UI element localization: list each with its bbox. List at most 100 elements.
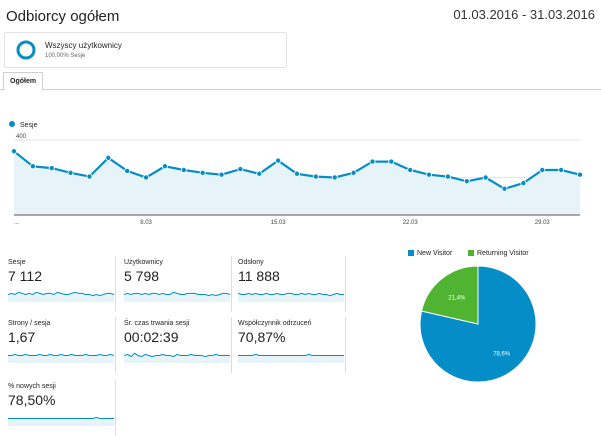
sparkline-line	[8, 416, 114, 419]
pie-slice[interactable]	[419, 265, 537, 383]
sessions-point[interactable]	[124, 167, 131, 174]
legend-returning-visitor-label: Returning Visitor	[477, 250, 529, 257]
page-title: Odbiorcy ogółem	[6, 8, 120, 25]
sessions-point[interactable]	[426, 171, 433, 178]
sparkline-line	[124, 352, 230, 358]
metric-sparkline	[124, 352, 230, 363]
metric-card[interactable]: Śr. czas trwania sesji 00:02:39	[120, 317, 232, 373]
metric-sparkline	[238, 353, 344, 363]
sparkline-area	[238, 293, 344, 302]
sparkline-line	[124, 291, 230, 297]
sessions-point[interactable]	[407, 167, 414, 174]
sparkline-line	[8, 291, 114, 297]
x-tick-label: 29.03	[535, 220, 551, 226]
sessions-point[interactable]	[256, 170, 263, 177]
metric-label: Sesje	[8, 259, 26, 266]
segment-all-users[interactable]: Wszyscy użytkownicy 100,00% Sesje	[4, 32, 287, 68]
segment-name: Wszyscy użytkownicy	[45, 41, 122, 50]
sessions-point[interactable]	[444, 173, 451, 180]
metric-sparkline	[124, 291, 230, 302]
sparkline-line	[238, 292, 344, 297]
sparkline-area	[8, 417, 114, 426]
x-tick-label: 22.03	[403, 220, 419, 226]
pie-slice-label: 78,6%	[493, 352, 511, 358]
metric-sparkline	[8, 416, 114, 426]
metric-value: 1,67	[8, 329, 36, 345]
pie-slice[interactable]	[420, 265, 479, 325]
x-tick-label: 15.03	[271, 220, 287, 226]
sessions-point[interactable]	[501, 185, 508, 192]
metric-card[interactable]: Sesje 7 112	[4, 256, 116, 312]
sessions-point[interactable]	[143, 174, 150, 181]
sessions-point[interactable]	[369, 158, 376, 165]
sessions-point[interactable]	[482, 174, 489, 181]
metric-label: Śr. czas trwania sesji	[124, 320, 190, 327]
sessions-point[interactable]	[48, 165, 55, 172]
sparkline-area	[124, 353, 230, 363]
sessions-point[interactable]	[577, 171, 584, 178]
sessions-point[interactable]	[180, 167, 187, 174]
visitor-pie-chart: 78,6% 21,4%	[419, 265, 537, 383]
legend-dot	[9, 121, 15, 127]
sessions-point[interactable]	[388, 158, 395, 165]
sessions-point[interactable]	[539, 167, 546, 174]
sessions-point[interactable]	[105, 154, 112, 161]
metric-value: 7 112	[8, 268, 42, 284]
sessions-point[interactable]	[10, 148, 17, 155]
sessions-point[interactable]	[293, 170, 300, 177]
legend-new-visitor-label: New Visitor	[417, 250, 453, 257]
sparkline-area	[238, 354, 344, 363]
sessions-point[interactable]	[199, 169, 206, 176]
metric-value: 78,50%	[8, 392, 56, 408]
metric-label: Odsłony	[238, 259, 264, 266]
sessions-point[interactable]	[67, 169, 74, 176]
x-tick-label: ...	[14, 220, 19, 226]
metric-label: Strony / sesja	[8, 320, 51, 327]
sessions-point[interactable]	[331, 174, 338, 181]
tab-bar: Ogółem	[0, 72, 601, 91]
metric-sparkline	[8, 291, 114, 302]
metric-value: 11 888	[238, 268, 280, 284]
metric-card[interactable]: Odsłony 11 888	[234, 256, 346, 312]
sessions-point[interactable]	[312, 173, 319, 180]
sessions-point[interactable]	[218, 171, 225, 178]
legend-returning-visitor[interactable]: Returning Visitor	[468, 250, 529, 257]
metric-card[interactable]: Strony / sesja 1,67	[4, 317, 116, 373]
date-range-picker[interactable]: 01.03.2016 - 31.03.2016	[453, 7, 595, 22]
metric-value: 70,87%	[238, 329, 286, 345]
legend-new-visitor[interactable]: New Visitor	[408, 250, 452, 257]
y-tick-label: 400	[16, 134, 27, 140]
sessions-point[interactable]	[350, 169, 357, 176]
metric-label: % nowych sesji	[8, 383, 56, 390]
sessions-point[interactable]	[463, 178, 470, 185]
tab-overview[interactable]: Ogółem	[3, 72, 44, 91]
legend-swatch	[468, 250, 474, 256]
metric-sparkline	[238, 292, 344, 302]
metric-card[interactable]: % nowych sesji 78,50%	[4, 380, 116, 436]
metric-sparkline	[8, 353, 114, 363]
metric-card[interactable]: Współczynnik odrzuceń 70,87%	[234, 317, 346, 373]
sessions-area	[14, 151, 580, 215]
ring-icon	[16, 40, 36, 60]
legend-swatch	[408, 250, 414, 256]
segment-subtitle: 100,00% Sesje	[45, 53, 86, 59]
sparkline-line	[8, 353, 114, 356]
metric-card[interactable]: Użytkownicy 5 798	[120, 256, 232, 312]
sessions-point[interactable]	[520, 180, 527, 187]
metric-value: 5 798	[124, 268, 160, 284]
sessions-point[interactable]	[558, 167, 565, 174]
sessions-point[interactable]	[161, 163, 168, 170]
metric-label: Użytkownicy	[124, 259, 163, 266]
sessions-point[interactable]	[237, 166, 244, 173]
pie-slice-label: 21,4%	[448, 295, 466, 301]
legend-sessions-label[interactable]: Sesje	[20, 122, 38, 129]
sparkline-area	[8, 354, 114, 363]
sessions-point[interactable]	[29, 163, 36, 170]
sessions-point[interactable]	[275, 157, 282, 164]
metric-value: 00:02:39	[124, 329, 179, 345]
sparkline-line	[238, 353, 344, 356]
sessions-point[interactable]	[86, 173, 93, 180]
x-tick-label: 8.03	[140, 220, 152, 226]
